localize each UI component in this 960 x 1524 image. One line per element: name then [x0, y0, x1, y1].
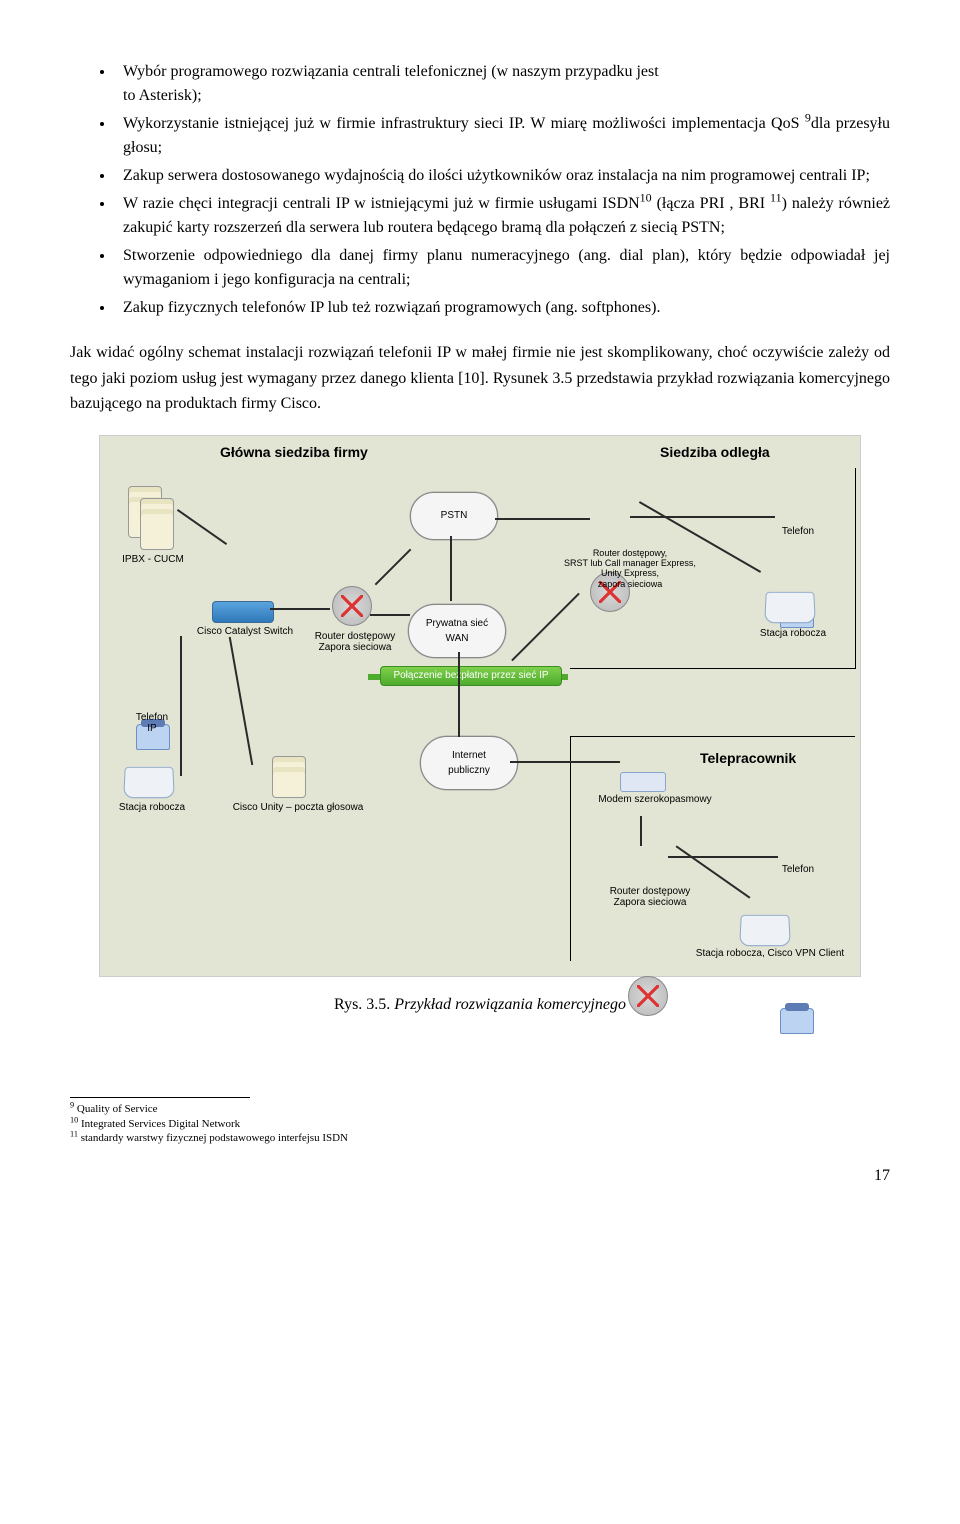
green-bar: Połączenie bezpłatne przez sieć IP: [380, 666, 562, 686]
bullet-item: Zakup serwera dostosowanego wydajnością …: [115, 164, 890, 188]
connector-line: [450, 536, 452, 601]
bullet-item: Zakup fizycznych telefonów IP lub też ro…: [115, 296, 890, 320]
label-tele-phone: Telefon: [768, 864, 828, 876]
laptop-icon: [123, 767, 175, 798]
label-workstation: Stacja robocza: [112, 802, 192, 814]
footnotes: 9 Quality of Service 10 Integrated Servi…: [70, 1102, 890, 1147]
figure-caption: Rys. 3.5. Przykład rozwiązania komercyjn…: [70, 993, 890, 1017]
connector-line: [668, 856, 778, 858]
label-switch: Cisco Catalyst Switch: [190, 626, 300, 638]
connector-line: [370, 614, 410, 616]
bullet-text: Wykorzystanie istniejącej już w firmie i…: [123, 115, 805, 132]
laptop-icon: [739, 915, 791, 946]
footnote-line: 10 Integrated Services Digital Network: [70, 1117, 890, 1132]
connector-line: [630, 516, 775, 518]
connector-line: [270, 608, 330, 610]
laptop-icon: [764, 592, 816, 623]
footnote-text: Integrated Services Digital Network: [78, 1118, 240, 1130]
body-paragraph: Jak widać ogólny schemat instalacji rozw…: [70, 340, 890, 417]
zone-border-teleworker-top: [570, 736, 855, 737]
network-diagram: Główna siedziba firmy Siedziba odległa T…: [99, 435, 861, 977]
server-icon: [272, 756, 306, 798]
bullet-text: (łącza PRI , BRI: [652, 195, 770, 212]
caption-text: Przykład rozwiązania komercyjnego: [394, 996, 626, 1013]
bullet-text: Stworzenie odpowiedniego dla danej firmy…: [123, 247, 890, 288]
label-telefon: Telefon: [768, 526, 828, 538]
bullet-text: Zakup serwera dostosowanego wydajnością …: [123, 167, 870, 184]
switch-icon: [212, 601, 274, 623]
footnote-num: 10: [70, 1115, 78, 1124]
label-ipbx: IPBX - CUCM: [118, 554, 188, 566]
footnote-num: 11: [70, 1130, 78, 1139]
footnote-line: 9 Quality of Service: [70, 1102, 890, 1117]
footnote-text: Quality of Service: [74, 1103, 157, 1115]
bullet-item: W razie chęci integracji centrali IP w i…: [115, 192, 890, 240]
label-unity: Cisco Unity – poczta głosowa: [228, 802, 368, 814]
phone-icon: [780, 1008, 814, 1034]
bullet-item: Wykorzystanie istniejącej już w firmie i…: [115, 112, 890, 160]
zone-title-remote: Siedziba odległa: [660, 442, 770, 463]
connector-line: [177, 509, 227, 545]
connector-line: [375, 548, 412, 585]
bullet-item: Stworzenie odpowiedniego dla danej firmy…: [115, 244, 890, 292]
modem-icon: [620, 772, 666, 792]
bullet-text: Wybór programowego rozwiązania centrali …: [123, 63, 659, 80]
connector-line: [510, 761, 620, 763]
label-router-main: Router dostępowy Zapora sieciowa: [310, 631, 400, 654]
label-workstation2: Stacja robocza: [748, 628, 838, 640]
label-tele-ws: Stacja robocza, Cisco VPN Client: [690, 948, 850, 960]
bullet-text: Zakup fizycznych telefonów IP lub też ro…: [123, 299, 660, 316]
footnote-text: standardy warstwy fizycznej podstawowego…: [78, 1132, 348, 1144]
bullet-text: W razie chęci integracji centrali IP w i…: [123, 195, 640, 212]
connector-line: [640, 816, 642, 846]
connector-line: [495, 518, 590, 520]
cloud-wan: Prywatna sieć WAN: [408, 604, 506, 658]
router-icon: [332, 586, 372, 626]
label-tele-router: Router dostępowy Zapora sieciowa: [600, 886, 700, 909]
cloud-pstn: PSTN: [410, 492, 498, 540]
zone-border-teleworker-left: [570, 736, 571, 961]
zone-title-hq: Główna siedziba firmy: [220, 442, 368, 463]
footnote-separator: [70, 1097, 250, 1098]
server-icon: [140, 498, 174, 550]
bullet-text: to Asterisk);: [123, 87, 202, 104]
bullet-list: Wybór programowego rozwiązania centrali …: [70, 60, 890, 320]
connector-line: [229, 637, 254, 765]
footnote-line: 11 standardy warstwy fizycznej podstawow…: [70, 1131, 890, 1146]
cloud-internet: Internet publiczny: [420, 736, 518, 790]
label-modem: Modem szerokopasmowy: [590, 794, 720, 806]
label-phone-ip: Telefon IP: [122, 712, 182, 735]
caption-prefix: Rys. 3.5.: [334, 996, 394, 1013]
connector-line: [180, 636, 182, 776]
page-number: 17: [70, 1164, 890, 1188]
router-icon: [628, 976, 668, 1016]
label-remote-router: Router dostępowy, SRST lub Call manager …: [560, 548, 700, 589]
bullet-item: Wybór programowego rozwiązania centrali …: [115, 60, 890, 108]
diagram-container: Główna siedziba firmy Siedziba odległa T…: [70, 435, 890, 985]
footnote-ref: 11: [770, 191, 782, 205]
footnote-ref: 10: [640, 191, 652, 205]
connector-line: [458, 652, 460, 737]
zone-title-teleworker: Telepracownik: [700, 748, 796, 769]
